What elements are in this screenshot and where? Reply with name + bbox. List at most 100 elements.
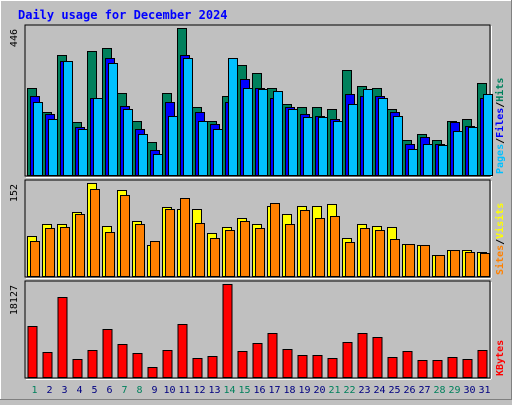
bar-kbytes-day-18 — [282, 349, 293, 378]
x-tick-label: 15 — [238, 385, 250, 396]
x-tick-label: 29 — [448, 385, 460, 396]
bar-pages-day-6 — [108, 63, 118, 176]
bar-sites-day-6 — [105, 232, 115, 277]
bar-sites-day-22 — [345, 242, 355, 277]
bar-sites-day-7 — [120, 195, 130, 277]
x-tick-label: 13 — [208, 385, 220, 396]
bar-kbytes-day-4 — [72, 359, 83, 378]
x-tick-label: 16 — [253, 385, 265, 396]
bar-pages-day-13 — [213, 129, 223, 176]
bar-kbytes-day-30 — [462, 359, 473, 378]
bar-pages-day-15 — [243, 88, 253, 176]
legend-item: / — [495, 138, 506, 144]
bar-kbytes-day-1 — [27, 326, 38, 378]
bar-pages-day-2 — [48, 119, 58, 176]
bar-sites-day-12 — [195, 223, 205, 277]
bar-pages-day-8 — [138, 134, 148, 176]
bar-pages-day-19 — [303, 117, 313, 176]
x-tick-label: 3 — [61, 385, 67, 396]
bar-pages-day-27 — [423, 144, 433, 176]
bar-kbytes-day-29 — [447, 357, 458, 378]
bar-pages-day-12 — [198, 121, 208, 176]
panel-visits-sites: 152 Sites/Visits — [9, 179, 506, 279]
bar-sites-day-2 — [45, 228, 55, 277]
legend-item: Visits — [494, 203, 506, 239]
panel-legend: KBytes — [495, 340, 506, 376]
bar-kbytes-day-23 — [357, 333, 368, 378]
bar-kbytes-day-19 — [297, 355, 308, 378]
bar-pages-day-23 — [363, 89, 373, 176]
bar-kbytes-day-20 — [312, 355, 323, 378]
bar-sites-day-19 — [300, 210, 310, 277]
bar-sites-day-31 — [480, 253, 490, 277]
bar-pages-day-21 — [333, 121, 343, 176]
x-tick-label: 27 — [418, 385, 430, 396]
bar-pages-day-30 — [468, 127, 478, 176]
bar-pages-day-24 — [378, 98, 388, 176]
x-tick-label: 26 — [403, 385, 415, 396]
bar-kbytes-day-14 — [222, 284, 233, 378]
bar-pages-day-17 — [273, 91, 283, 176]
bar-sites-day-24 — [375, 230, 385, 277]
legend-item: KBytes — [495, 340, 506, 376]
bar-pages-day-7 — [123, 109, 133, 176]
bar-sites-day-4 — [75, 214, 85, 277]
series-kbytes — [27, 284, 488, 378]
bar-sites-day-8 — [135, 224, 145, 277]
legend-item: / — [495, 102, 506, 108]
bar-kbytes-day-24 — [372, 337, 383, 378]
panel-legend: Pages/Files/Hits — [494, 78, 506, 174]
y-max-label: 18127 — [9, 285, 20, 315]
x-tick-label: 23 — [358, 385, 370, 396]
bar-kbytes-day-26 — [402, 351, 413, 378]
x-tick-label: 28 — [433, 385, 445, 396]
x-tick-label: 20 — [313, 385, 325, 396]
bar-kbytes-day-16 — [252, 343, 263, 378]
legend-item: Hits — [494, 78, 506, 102]
x-tick-label: 4 — [76, 385, 82, 396]
x-tick-label: 10 — [163, 385, 175, 396]
bar-pages-day-5 — [93, 98, 103, 176]
bar-pages-day-28 — [438, 145, 448, 176]
x-tick-label: 31 — [478, 385, 490, 396]
bar-kbytes-day-2 — [42, 352, 53, 378]
x-tick-label: 2 — [46, 385, 52, 396]
bar-kbytes-day-21 — [327, 358, 338, 378]
bar-sites-day-5 — [90, 189, 100, 277]
bar-pages-day-20 — [318, 117, 328, 176]
x-tick-label: 17 — [268, 385, 280, 396]
bar-kbytes-day-22 — [342, 342, 353, 378]
bar-sites-day-10 — [165, 209, 175, 277]
x-tick-label: 30 — [463, 385, 475, 396]
x-tick-label: 5 — [91, 385, 97, 396]
bar-sites-day-25 — [390, 239, 400, 277]
legend-item: Pages — [495, 144, 506, 174]
x-tick-label: 22 — [343, 385, 355, 396]
bar-sites-day-29 — [450, 250, 460, 277]
bar-kbytes-day-25 — [387, 357, 398, 378]
x-tick-label: 11 — [178, 385, 190, 396]
x-tick-label: 24 — [373, 385, 385, 396]
bar-sites-day-18 — [285, 224, 295, 277]
legend-item: Sites — [494, 245, 506, 275]
x-tick-label: 7 — [121, 385, 127, 396]
x-tick-label: 19 — [298, 385, 310, 396]
bar-sites-day-14 — [225, 230, 235, 277]
bar-sites-day-28 — [435, 255, 445, 277]
legend-item: / — [495, 239, 506, 245]
bar-pages-day-9 — [153, 154, 163, 176]
x-tick-label: 6 — [106, 385, 112, 396]
bar-sites-day-15 — [240, 221, 250, 277]
series-sites — [30, 189, 490, 277]
bar-kbytes-day-15 — [237, 351, 248, 378]
bar-kbytes-day-8 — [132, 353, 143, 378]
y-max-label: 446 — [9, 29, 20, 47]
panel-legend: Sites/Visits — [494, 203, 506, 275]
bar-sites-day-23 — [360, 228, 370, 277]
bar-sites-day-30 — [465, 252, 475, 277]
bar-sites-day-20 — [315, 218, 325, 277]
bar-pages-day-22 — [348, 104, 358, 176]
bar-sites-day-3 — [60, 227, 70, 277]
